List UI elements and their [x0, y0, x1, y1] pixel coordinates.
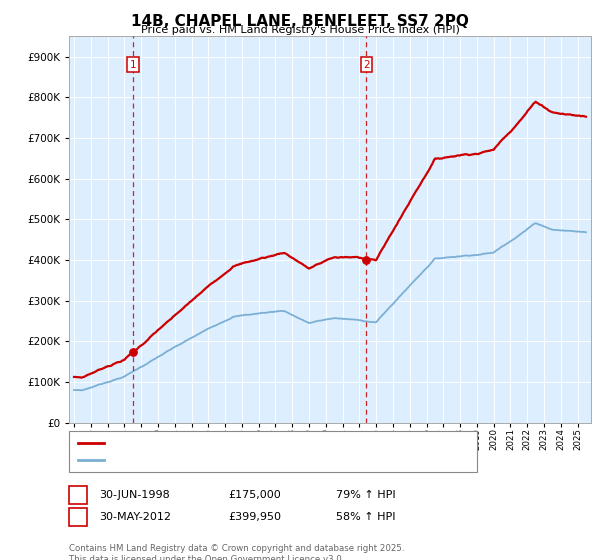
Text: 14B, CHAPEL LANE, BENFLEET, SS7 2PQ (detached house): 14B, CHAPEL LANE, BENFLEET, SS7 2PQ (det…: [109, 438, 394, 449]
Text: Price paid vs. HM Land Registry's House Price Index (HPI): Price paid vs. HM Land Registry's House …: [140, 25, 460, 35]
Text: HPI: Average price, detached house, Castle Point: HPI: Average price, detached house, Cast…: [109, 455, 347, 465]
Text: £399,950: £399,950: [228, 512, 281, 522]
Text: 30-MAY-2012: 30-MAY-2012: [99, 512, 171, 522]
Text: 58% ↑ HPI: 58% ↑ HPI: [336, 512, 395, 522]
Text: Contains HM Land Registry data © Crown copyright and database right 2025.
This d: Contains HM Land Registry data © Crown c…: [69, 544, 404, 560]
Text: 2: 2: [363, 60, 370, 70]
Point: [128, 347, 137, 356]
Text: 30-JUN-1998: 30-JUN-1998: [99, 490, 170, 500]
Text: 1: 1: [74, 490, 82, 500]
Point: [362, 256, 371, 265]
Text: £175,000: £175,000: [228, 490, 281, 500]
Text: 79% ↑ HPI: 79% ↑ HPI: [336, 490, 395, 500]
Text: 14B, CHAPEL LANE, BENFLEET, SS7 2PQ: 14B, CHAPEL LANE, BENFLEET, SS7 2PQ: [131, 14, 469, 29]
Text: 2: 2: [74, 512, 82, 522]
Text: 1: 1: [130, 60, 136, 70]
